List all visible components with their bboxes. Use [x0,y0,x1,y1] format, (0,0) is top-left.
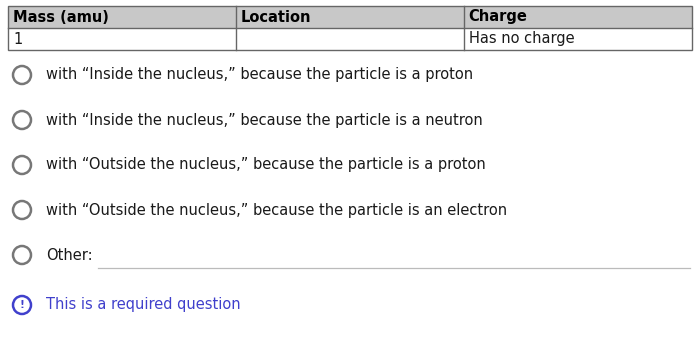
Text: Location: Location [241,10,312,24]
Text: with “Inside the nucleus,” because the particle is a proton: with “Inside the nucleus,” because the p… [46,68,473,82]
Text: with “Inside the nucleus,” because the particle is a neutron: with “Inside the nucleus,” because the p… [46,112,483,127]
Bar [8,6,692,28]
Text: !: ! [20,300,25,310]
Text: Mass (amu): Mass (amu) [13,10,109,24]
Bar [8,6,692,50]
Text: with “Outside the nucleus,” because the particle is an electron: with “Outside the nucleus,” because the … [46,203,507,218]
Text: Charge: Charge [468,10,527,24]
Text: Has no charge: Has no charge [468,32,574,47]
Text: Other:: Other: [46,247,92,262]
Text: This is a required question: This is a required question [46,297,241,313]
Text: with “Outside the nucleus,” because the particle is a proton: with “Outside the nucleus,” because the … [46,158,486,173]
Bar [8,28,692,50]
Text: 1: 1 [13,32,22,47]
